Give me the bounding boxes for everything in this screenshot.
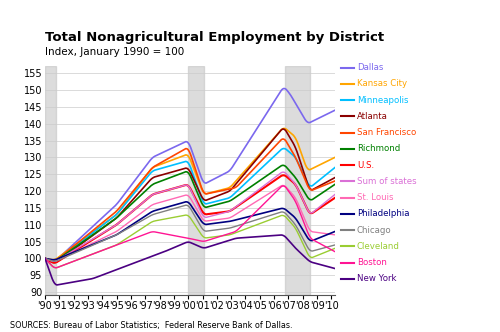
Text: Sum of states: Sum of states — [357, 177, 416, 186]
Text: Cleveland: Cleveland — [357, 242, 400, 251]
Text: San Francisco: San Francisco — [357, 128, 416, 137]
Text: Total Nonagricultural Employment by District: Total Nonagricultural Employment by Dist… — [45, 32, 384, 44]
Text: St. Louis: St. Louis — [357, 193, 393, 202]
Text: Index, January 1990 = 100: Index, January 1990 = 100 — [45, 47, 184, 57]
Bar — [45, 66, 56, 295]
Text: Kansas City: Kansas City — [357, 79, 407, 88]
Text: U.S.: U.S. — [357, 161, 374, 170]
Text: Atlanta: Atlanta — [357, 112, 388, 121]
Bar — [285, 66, 310, 295]
Text: New York: New York — [357, 275, 396, 284]
Bar — [188, 66, 204, 295]
Text: Boston: Boston — [357, 258, 386, 267]
Text: Philadelphia: Philadelphia — [357, 209, 409, 218]
Text: Chicago: Chicago — [357, 226, 392, 235]
Text: Richmond: Richmond — [357, 144, 400, 153]
Text: Dallas: Dallas — [357, 63, 383, 72]
Text: Minneapolis: Minneapolis — [357, 96, 408, 105]
Text: SOURCES: Bureau of Labor Statistics;  Federal Reserve Bank of Dallas.: SOURCES: Bureau of Labor Statistics; Fed… — [10, 321, 292, 330]
